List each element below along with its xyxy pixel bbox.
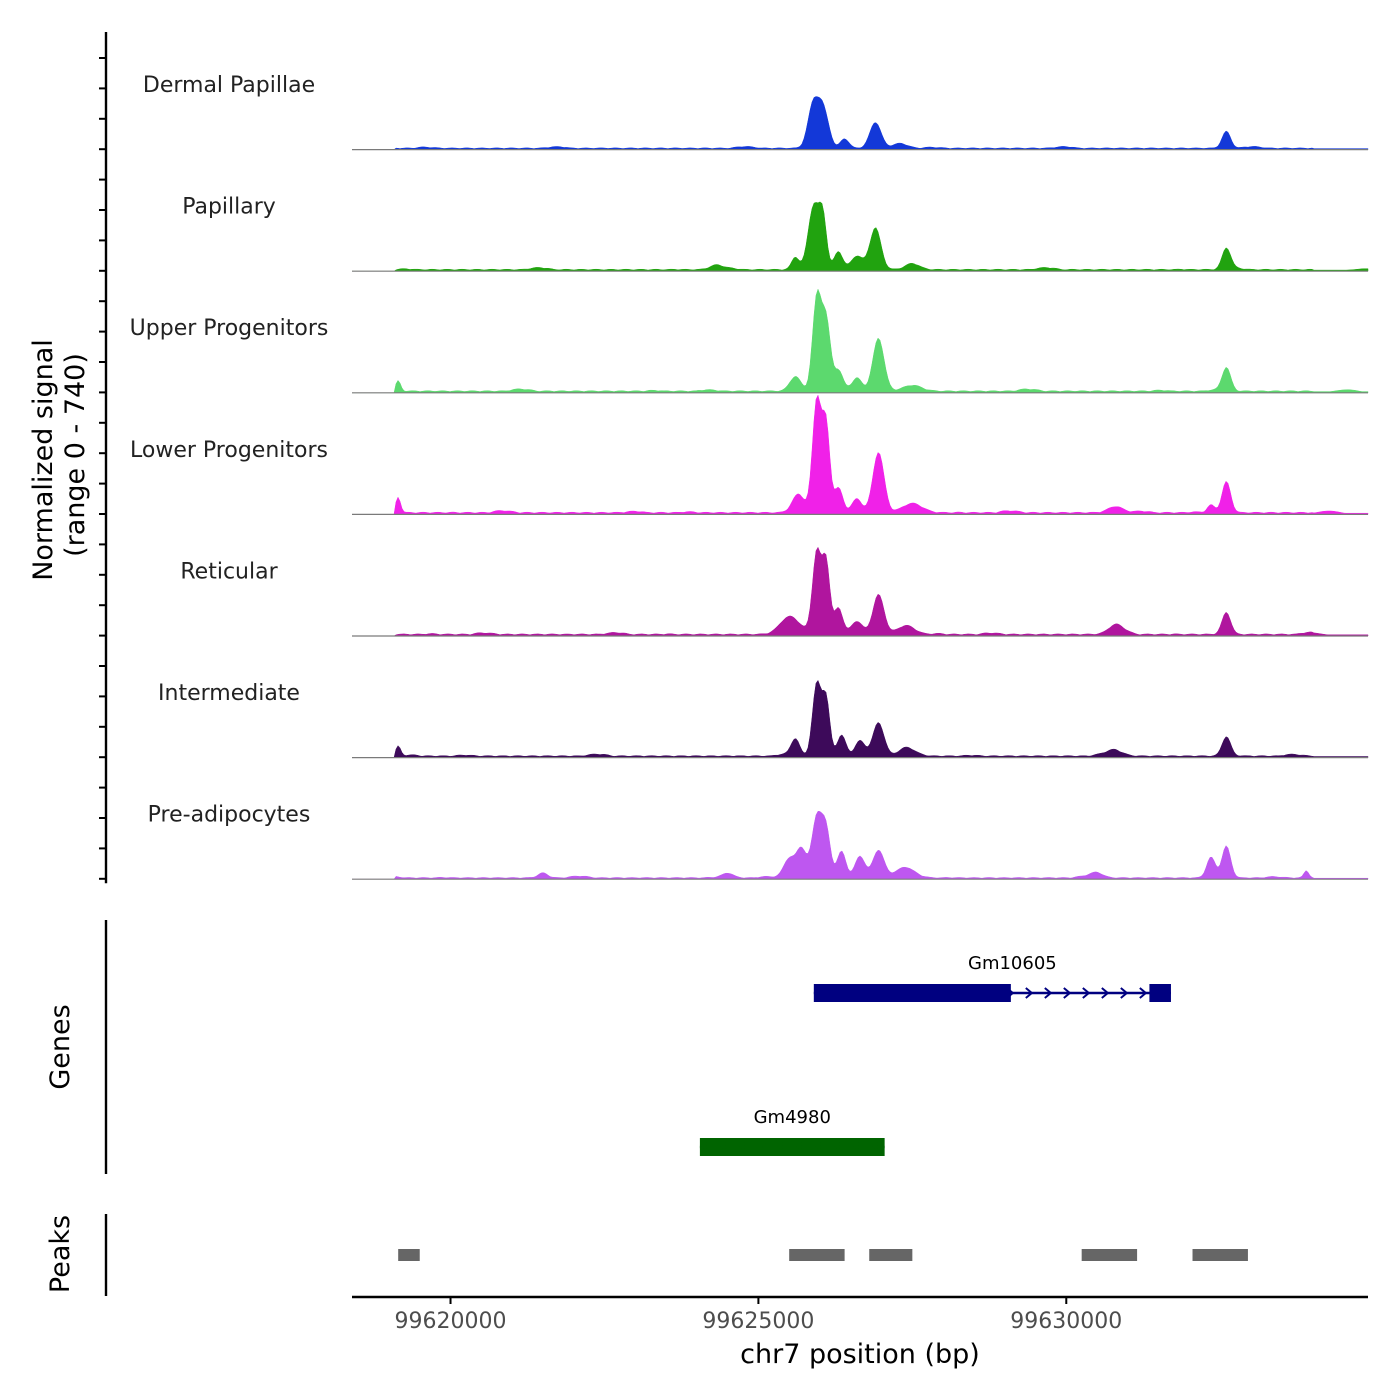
- strand-arrow: [834, 1141, 843, 1153]
- gene-name-label: Gm10605: [968, 953, 1057, 974]
- gene-exon: [699, 1138, 885, 1156]
- strand-arrow: [930, 987, 939, 999]
- x-axis-label: chr7 position (bp): [740, 1339, 980, 1370]
- strand-arrow: [892, 987, 901, 999]
- strand-arrow: [1139, 987, 1148, 999]
- strand-arrow: [1082, 987, 1091, 999]
- x-tick-label: 99625000: [702, 1309, 814, 1334]
- coverage-area: [352, 679, 1369, 758]
- track-label: Papillary: [182, 195, 276, 220]
- strand-arrow: [777, 1141, 786, 1153]
- strand-arrow: [853, 1141, 862, 1153]
- track-label: Pre-adipocytes: [148, 803, 311, 828]
- peaks-ylabel: Peaks: [45, 1215, 76, 1293]
- coverage-area: [352, 201, 1369, 272]
- coverage-area: [352, 96, 1369, 150]
- strand-arrow: [1120, 987, 1129, 999]
- strand-arrow: [968, 987, 977, 999]
- x-tick-label: 99630000: [1010, 1309, 1122, 1334]
- gene-name-label: Gm4980: [754, 1107, 831, 1128]
- x-tick-label: 99620000: [395, 1309, 507, 1334]
- strand-arrow: [854, 987, 863, 999]
- coverage-area: [352, 810, 1369, 880]
- strand-arrow: [758, 1141, 767, 1153]
- strand-arrow: [796, 1141, 805, 1153]
- coverage-area: [352, 288, 1369, 394]
- strand-arrow: [1044, 987, 1053, 999]
- strand-arrow: [1025, 987, 1034, 999]
- coverage-area: [352, 546, 1369, 637]
- strand-arrow: [701, 1141, 710, 1153]
- strand-arrow: [873, 987, 882, 999]
- strand-arrow: [720, 1141, 729, 1153]
- strand-arrow: [1063, 987, 1072, 999]
- strand-arrow: [872, 1141, 881, 1153]
- strand-arrow: [1101, 987, 1110, 999]
- peak-region: [398, 1249, 420, 1261]
- gene-exon: [1149, 984, 1171, 1002]
- strand-arrow: [1158, 987, 1167, 999]
- genes-ylabel: Genes: [45, 1004, 76, 1089]
- peak-region: [869, 1249, 913, 1261]
- peak-region: [1192, 1249, 1248, 1261]
- track-label: Reticular: [180, 559, 278, 584]
- track-label: Intermediate: [158, 681, 300, 706]
- strand-arrow: [835, 987, 844, 999]
- coverage-area: [352, 394, 1369, 515]
- track-label: Dermal Papillae: [143, 73, 315, 98]
- strand-arrow: [815, 1141, 824, 1153]
- track-label: Upper Progenitors: [130, 316, 329, 341]
- coverage-ylabel-line1: Normalized signal: [28, 339, 59, 581]
- strand-arrow: [911, 987, 920, 999]
- strand-arrow: [949, 987, 958, 999]
- peak-region: [789, 1249, 845, 1261]
- strand-arrow: [987, 987, 996, 999]
- peak-region: [1081, 1249, 1138, 1261]
- track-label: Lower Progenitors: [130, 438, 328, 463]
- coverage-ylabel-line2: (range 0 - 740): [60, 353, 91, 557]
- strand-arrow: [739, 1141, 748, 1153]
- gene-exon: [813, 984, 1011, 1002]
- strand-arrow: [816, 987, 825, 999]
- strand-arrow: [1006, 987, 1015, 999]
